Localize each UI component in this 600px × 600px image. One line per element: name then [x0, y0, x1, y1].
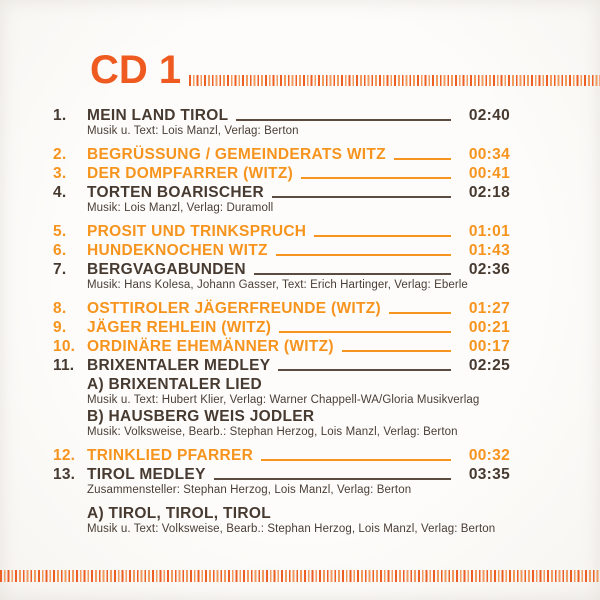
- page-header: CD 1: [90, 48, 600, 92]
- leader-line: [213, 478, 451, 480]
- track-title: TRINKLIED PFARRER: [87, 447, 254, 464]
- track-duration: 01:01: [468, 223, 510, 240]
- track-block: 10. ORDINÄRE EHEMÄNNER (WITZ) 00:17: [53, 337, 510, 356]
- track-duration: 00:34: [468, 146, 510, 163]
- track-number: 5.: [53, 223, 67, 240]
- track-block: 3. DER DOMPFARRER (WITZ) 00:41: [53, 164, 510, 183]
- track-number: 9.: [53, 319, 67, 336]
- leader-line: [278, 369, 451, 371]
- track-duration: 03:35: [468, 466, 510, 483]
- track-block: 2. BEGRÜSSUNG / GEMEINDERATS WITZ 00:34: [53, 145, 510, 164]
- track-row: 4. TORTEN BOARISCHER 02:18: [53, 183, 510, 202]
- track-number: 11.: [53, 357, 75, 374]
- track-credit: Zusammensteller: Stephan Herzog, Lois Ma…: [87, 484, 412, 496]
- track-block: 7. BERGVAGABUNDEN 02:36 Musik: Hans Kole…: [53, 260, 510, 292]
- track-duration: 00:21: [468, 319, 510, 336]
- leader-line: [389, 312, 451, 314]
- track-title: TORTEN BOARISCHER: [87, 184, 265, 201]
- track-duration: 02:36: [468, 261, 510, 278]
- track-row: 5. PROSIT UND TRINKSPRUCH 01:01: [53, 222, 510, 241]
- track-row: 2. BEGRÜSSUNG / GEMEINDERATS WITZ 00:34: [53, 145, 510, 164]
- track-list: 1. MEIN LAND TIROL 02:40 Musik u. Text: …: [53, 106, 510, 536]
- leader-line: [301, 177, 451, 179]
- track-duration: 00:41: [468, 165, 510, 182]
- track-row: 8. OSTTIROLER JÄGERFREUNDE (WITZ) 01:27: [53, 299, 510, 318]
- track-number: 2.: [53, 146, 67, 163]
- track-row: 13. TIROL MEDLEY 03:35: [53, 465, 510, 484]
- track-number: 7.: [53, 261, 67, 278]
- track-duration: 00:32: [468, 447, 510, 464]
- track-number: 8.: [53, 300, 67, 317]
- track-row: 1. MEIN LAND TIROL 02:40: [53, 106, 510, 125]
- leader-line: [275, 254, 451, 256]
- leader-line: [393, 158, 451, 160]
- track-number: 12.: [53, 447, 76, 464]
- track-row: 9. JÄGER REHLEIN (WITZ) 00:21: [53, 318, 510, 337]
- track-title: MEIN LAND TIROL: [87, 107, 229, 124]
- track-block: 12. TRINKLIED PFARRER 00:32: [53, 446, 510, 465]
- track-title: ORDINÄRE EHEMÄNNER (WITZ): [87, 338, 334, 355]
- track-credit: Musik: Lois Manzl, Verlag: Duramoll: [87, 202, 274, 214]
- track-row: 7. BERGVAGABUNDEN 02:36: [53, 260, 510, 279]
- track-block: 13. TIROL MEDLEY 03:35 Zusammensteller: …: [53, 465, 510, 536]
- subtrack-title: A) TIROL, TIROL, TIROL: [87, 505, 271, 522]
- subtrack-title: A) BRIXENTALER LIED: [87, 376, 263, 393]
- track-duration: 02:40: [468, 107, 510, 124]
- leader-line: [272, 196, 451, 198]
- track-block: 1. MEIN LAND TIROL 02:40 Musik u. Text: …: [53, 106, 510, 138]
- track-row: 10. ORDINÄRE EHEMÄNNER (WITZ) 00:17: [53, 337, 510, 356]
- track-block: 8. OSTTIROLER JÄGERFREUNDE (WITZ) 01:27: [53, 299, 510, 318]
- track-number: 6.: [53, 242, 67, 259]
- track-title: PROSIT UND TRINKSPRUCH: [87, 223, 307, 240]
- track-credit: Musik u. Text: Hubert Klier, Verlag: War…: [87, 394, 480, 406]
- track-block: 11. BRIXENTALER MEDLEY 02:25 A) BRIXENTA…: [53, 356, 510, 439]
- track-title: JÄGER REHLEIN (WITZ): [87, 319, 272, 336]
- track-credit: Musik: Hans Kolesa, Johann Gasser, Text:…: [87, 279, 468, 291]
- track-number: 1.: [53, 107, 67, 124]
- track-number: 3.: [53, 165, 67, 182]
- dotted-divider-top: [189, 75, 600, 86]
- dotted-divider-bottom: [0, 570, 600, 582]
- track-duration: 01:43: [468, 242, 510, 259]
- track-duration: 02:25: [468, 357, 510, 374]
- track-credit: Musik u. Text: Volksweise, Bearb.: Steph…: [87, 523, 496, 535]
- track-block: 9. JÄGER REHLEIN (WITZ) 00:21: [53, 318, 510, 337]
- track-block: 4. TORTEN BOARISCHER 02:18 Musik: Lois M…: [53, 183, 510, 215]
- track-block: 6. HUNDEKNOCHEN WITZ 01:43: [53, 241, 510, 260]
- track-duration: 00:17: [468, 338, 510, 355]
- track-row: 12. TRINKLIED PFARRER 00:32: [53, 446, 510, 465]
- track-title: OSTTIROLER JÄGERFREUNDE (WITZ): [87, 300, 382, 317]
- leader-line: [314, 235, 451, 237]
- track-row: 3. DER DOMPFARRER (WITZ) 00:41: [53, 164, 510, 183]
- track-title: HUNDEKNOCHEN WITZ: [87, 242, 268, 259]
- leader-line: [341, 350, 451, 352]
- leader-line: [236, 119, 451, 121]
- cd-title: CD 1: [90, 48, 182, 92]
- track-title: TIROL MEDLEY: [87, 466, 206, 483]
- leader-line: [253, 273, 451, 275]
- track-duration: 01:27: [468, 300, 510, 317]
- track-title: BERGVAGABUNDEN: [87, 261, 246, 278]
- track-number: 4.: [53, 184, 67, 201]
- track-number: 10.: [53, 338, 76, 355]
- track-block: 5. PROSIT UND TRINKSPRUCH 01:01: [53, 222, 510, 241]
- leader-line: [261, 459, 451, 461]
- track-credit: Musik: Volksweise, Bearb.: Stephan Herzo…: [87, 426, 458, 438]
- track-title: BRIXENTALER MEDLEY: [87, 357, 271, 374]
- track-credit: Musik u. Text: Lois Manzl, Verlag: Berto…: [87, 125, 299, 137]
- leader-line: [279, 331, 451, 333]
- track-number: 13.: [53, 466, 76, 483]
- subtrack-title: B) HAUSBERG WEIS JODLER: [87, 408, 315, 425]
- track-duration: 02:18: [468, 184, 510, 201]
- track-title: BEGRÜSSUNG / GEMEINDERATS WITZ: [87, 146, 386, 163]
- track-row: 11. BRIXENTALER MEDLEY 02:25: [53, 356, 510, 375]
- track-title: DER DOMPFARRER (WITZ): [87, 165, 294, 182]
- track-row: 6. HUNDEKNOCHEN WITZ 01:43: [53, 241, 510, 260]
